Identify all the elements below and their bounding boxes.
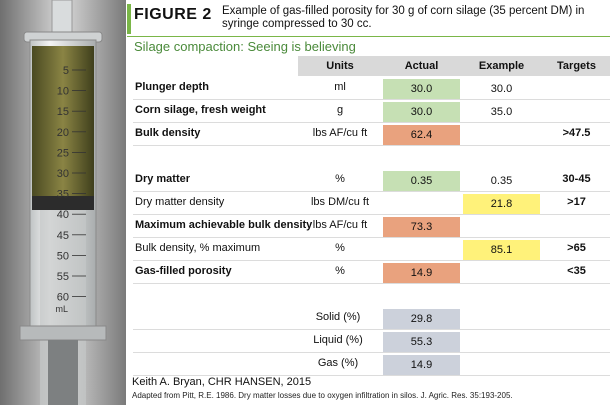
actual-value: 29.8: [383, 309, 460, 329]
scale-label: 20: [57, 127, 69, 139]
row-label: Gas (%): [317, 357, 359, 369]
target: <35: [567, 265, 586, 277]
row-rule: [133, 237, 610, 238]
units: %: [335, 265, 345, 277]
row-rule: [133, 99, 610, 100]
row-rule: [133, 260, 610, 261]
row-label: Gas-filled porosity: [135, 265, 232, 277]
rule: [127, 36, 610, 37]
row-label: Bulk density, % maximum: [135, 242, 261, 254]
subtitle: Silage compaction: Seeing is believing: [134, 39, 356, 54]
row-rule: [133, 375, 610, 376]
example-value: 0.35: [490, 175, 513, 187]
target: >17: [567, 196, 586, 208]
row-label: Dry matter: [135, 173, 191, 185]
scale-label: 5: [63, 65, 69, 77]
scale-unit: mL: [55, 304, 68, 314]
row-rule: [133, 329, 610, 330]
row-label: Corn silage, fresh weight: [135, 104, 266, 116]
units: %: [335, 242, 345, 254]
row-rule: [133, 122, 610, 123]
actual-value: 14.9: [383, 355, 460, 375]
row-label: Plunger depth: [135, 81, 209, 93]
units: lbs AF/cu ft: [312, 219, 368, 231]
row-label: Dry matter density: [135, 196, 225, 208]
actual-value: 73.3: [383, 217, 460, 237]
row-rule: [133, 214, 610, 215]
column-header: Actual: [404, 60, 439, 72]
scale-label: 45: [57, 230, 69, 242]
actual-value: 30.0: [383, 79, 460, 99]
units: %: [335, 173, 345, 185]
units: ml: [334, 81, 346, 93]
scale-label: 60: [57, 292, 69, 304]
figure-label: FIGURE 2: [134, 6, 212, 23]
example-value: 30.0: [490, 83, 513, 95]
accent-bar: [127, 4, 131, 34]
actual-value: 14.9: [383, 263, 460, 283]
row-rule: [133, 283, 610, 284]
row-label: Maximum achievable bulk density: [135, 219, 313, 231]
scale-label: 55: [57, 271, 69, 283]
units: lbs DM/cu ft: [310, 196, 370, 208]
header-row: [298, 56, 610, 76]
actual-value: 0.35: [383, 171, 460, 191]
row-rule: [133, 145, 610, 146]
scale-label: 35: [57, 189, 69, 201]
example-value: 21.8: [463, 194, 540, 214]
example-value: 85.1: [463, 240, 540, 260]
scale-label: 25: [57, 147, 69, 159]
scale-label: 30: [57, 168, 69, 180]
row-rule: [133, 352, 610, 353]
target: 30-45: [562, 173, 591, 185]
actual-value: 62.4: [383, 125, 460, 145]
column-header: Units: [326, 60, 354, 72]
row-label: Liquid (%): [313, 334, 363, 346]
scale-label: 50: [57, 250, 69, 262]
target: >47.5: [562, 127, 591, 139]
column-header: Example: [478, 60, 525, 72]
scale-label: 15: [57, 106, 69, 118]
scale-label: 10: [57, 86, 69, 98]
example-value: 35.0: [490, 106, 513, 118]
units: lbs AF/cu ft: [312, 127, 368, 139]
actual-value: 55.3: [383, 332, 460, 352]
target: >65: [567, 242, 586, 254]
footer-source: Adapted from Pitt, R.E. 1986. Dry matter…: [132, 391, 513, 400]
actual-value: 30.0: [383, 102, 460, 122]
figure-caption: Example of gas-filled porosity for 30 g …: [222, 5, 585, 30]
row-label: Solid (%): [315, 311, 361, 323]
row-label: Bulk density: [135, 127, 201, 139]
row-rule: [133, 191, 610, 192]
column-header: Targets: [557, 60, 596, 72]
units: g: [336, 104, 344, 116]
footer-author: Keith A. Bryan, CHR HANSEN, 2015: [132, 376, 312, 388]
scale-label: 40: [57, 209, 69, 221]
